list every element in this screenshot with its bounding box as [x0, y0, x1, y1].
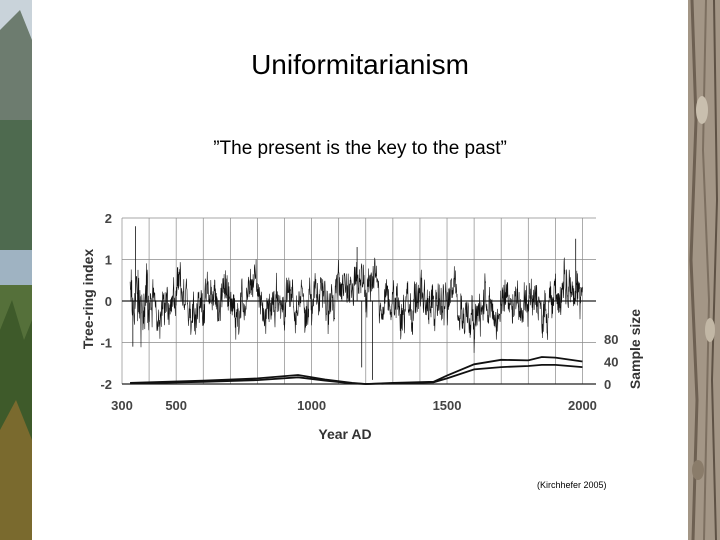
slide-title: Uniformitarianism	[251, 49, 469, 80]
x-tick-label: 300	[111, 398, 133, 413]
y-tick-label: -1	[100, 336, 112, 351]
y-tick-label: 2	[105, 211, 112, 226]
series-tree-ring-index	[129, 257, 583, 353]
slide-subtitle: ”The present is the key to the past”	[213, 138, 507, 159]
chart-plot-area: -2 -1 0 1 2 300 500 1000 1500 2000 0 40 80	[100, 211, 618, 413]
bark-photo-strip	[688, 0, 720, 540]
y2-axis-label: Sample size	[627, 309, 643, 389]
y-axis-label: Tree-ring index	[80, 249, 96, 350]
y2-tick-label: 40	[604, 355, 618, 370]
x-axis-label: Year AD	[318, 426, 371, 442]
series-sample-size-upper	[130, 356, 583, 385]
y-tick-label: -2	[100, 377, 112, 392]
y-tick-label: 0	[105, 294, 112, 309]
series-sample-size-lower	[130, 363, 583, 385]
y-tick-label: 1	[105, 253, 112, 268]
x-tick-label: 1500	[433, 398, 462, 413]
y2-tick-label: 80	[604, 332, 618, 347]
citation: (Kirchhefer 2005)	[537, 480, 607, 490]
y2-tick-label: 0	[604, 377, 611, 392]
landscape-photo-strip	[0, 0, 32, 540]
x-tick-label: 2000	[568, 398, 597, 413]
x-tick-label: 500	[165, 398, 187, 413]
x-tick-label: 1000	[297, 398, 326, 413]
